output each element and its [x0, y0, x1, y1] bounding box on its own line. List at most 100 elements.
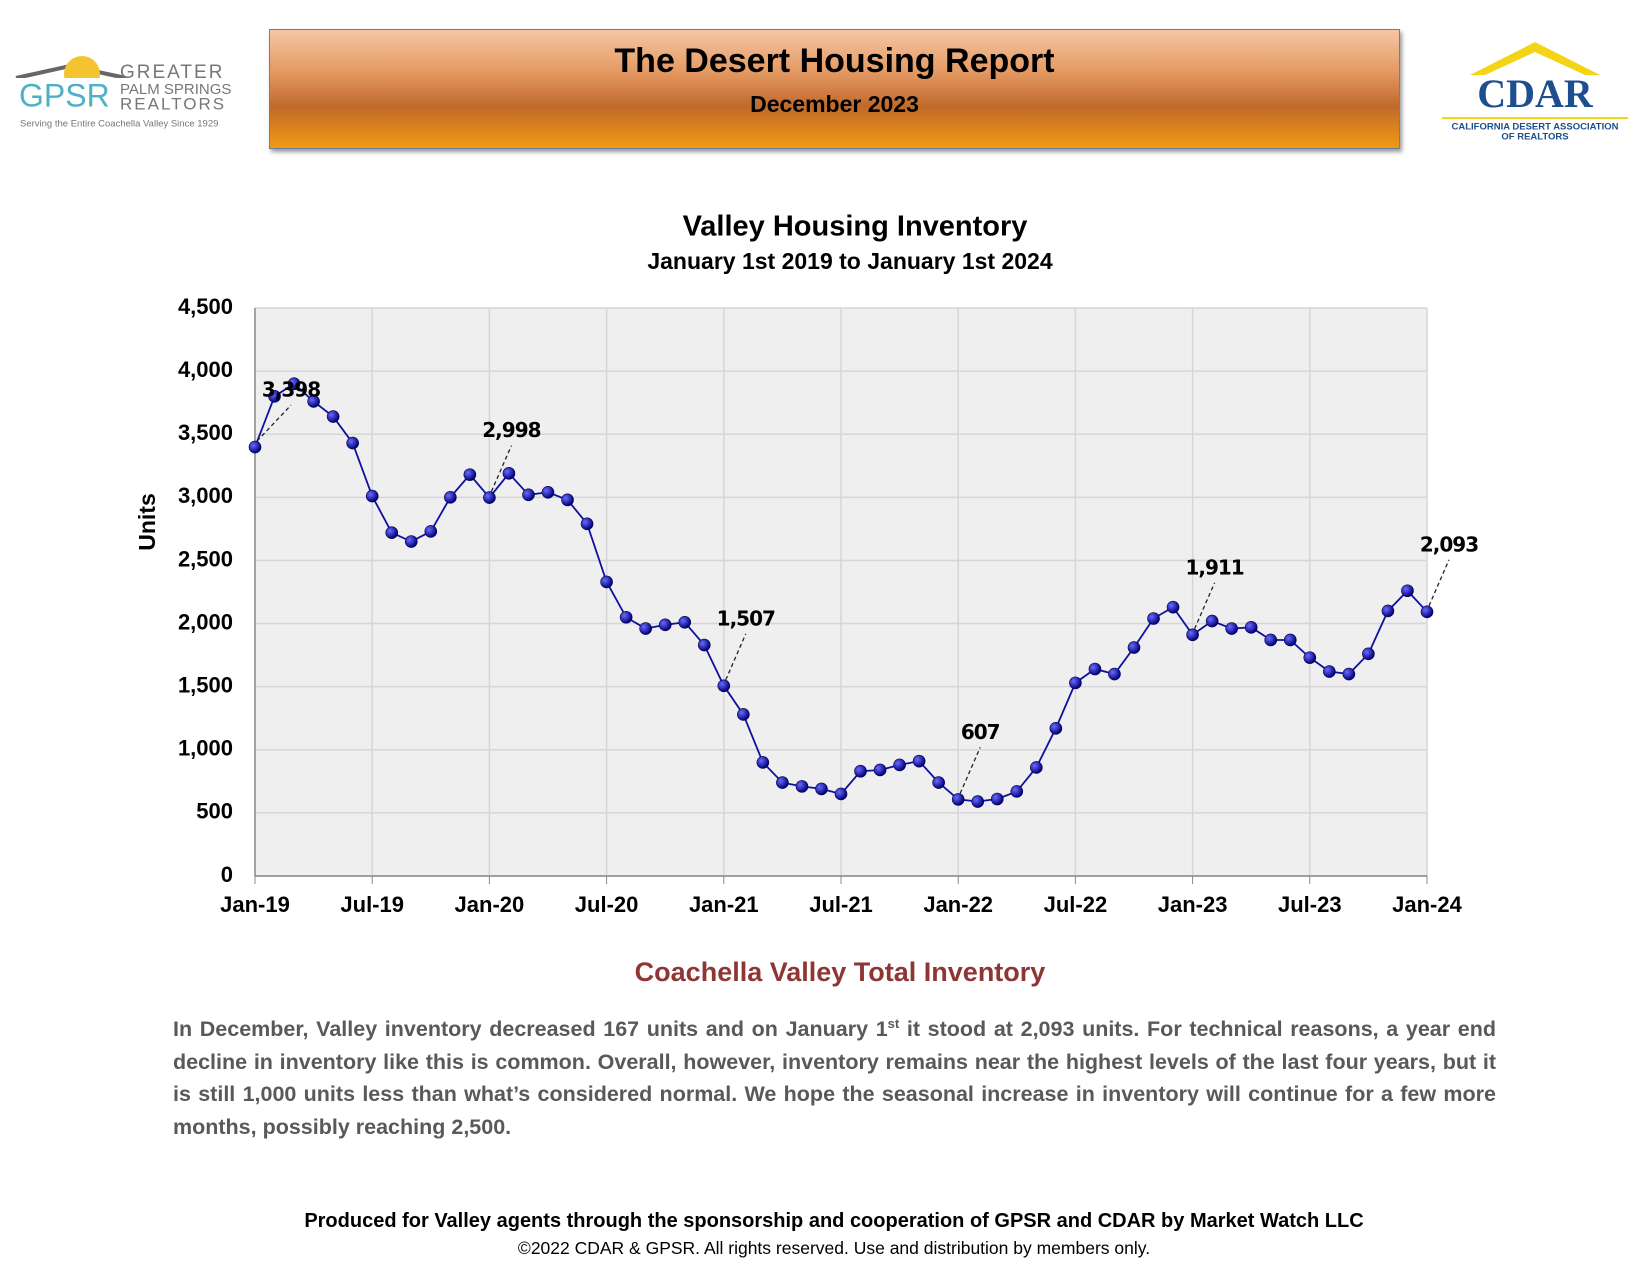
marker: [1420, 605, 1434, 619]
y-tick-label: 0: [221, 862, 233, 887]
label-leader: [1428, 559, 1450, 607]
chart-subtitle: January 1st 2019 to January 1st 2024: [647, 248, 1053, 274]
marker: [658, 618, 672, 632]
marker: [990, 792, 1004, 806]
y-tick-label: 1,000: [178, 736, 233, 761]
marker: [502, 467, 516, 480]
paragraph-text: In December, Valley inventory decreased …: [173, 1017, 888, 1042]
y-tick-label: 2,500: [178, 546, 233, 571]
data-label: 3,398: [262, 378, 320, 402]
marker: [639, 622, 652, 635]
marker: [1127, 641, 1141, 654]
marker: [756, 756, 770, 769]
marker: [1283, 633, 1297, 647]
logo-tagline: Serving the Entire Coachella Valley Sinc…: [20, 119, 218, 130]
paragraph-text: it stood at 2,093 units. For technical r…: [173, 1017, 1497, 1139]
marker: [1342, 667, 1356, 681]
logo-text: OF REALTORS: [1501, 132, 1568, 143]
data-label: 1,911: [1185, 555, 1243, 579]
marker: [776, 776, 789, 789]
cdar-logo: CDAR CALIFORNIA DESERT ASSOCIATION OF RE…: [1442, 42, 1628, 143]
y-tick-label: 4,500: [178, 294, 233, 319]
y-tick-label: 500: [196, 799, 233, 824]
marker: [365, 489, 379, 503]
marker: [1362, 647, 1375, 661]
x-tick-label: Jan-23: [1158, 892, 1228, 917]
data-label: 2,093: [1420, 532, 1478, 556]
marker: [1069, 676, 1082, 690]
logo-mark: GPSR: [19, 77, 110, 113]
marker: [248, 440, 262, 454]
x-tick-label: Jan-21: [689, 892, 759, 917]
marker: [1303, 651, 1317, 664]
marker: [1108, 667, 1121, 681]
marker: [1205, 614, 1219, 628]
marker: [619, 610, 633, 624]
marker: [815, 782, 828, 796]
footer-credit: Produced for Valley agents through the s…: [304, 1210, 1364, 1232]
data-label: 1,507: [717, 606, 775, 630]
logo-mark: CDAR: [1477, 71, 1594, 116]
superscript: st: [887, 1016, 900, 1031]
marker: [600, 575, 613, 589]
marker: [1010, 785, 1024, 798]
marker: [717, 679, 731, 693]
marker: [346, 436, 359, 450]
marker: [1030, 761, 1043, 774]
marker: [951, 793, 965, 806]
marker: [1401, 584, 1414, 598]
data-label: 607: [961, 720, 1000, 744]
label-leader: [959, 747, 981, 794]
paragraph: In December, Valley inventory decreased …: [173, 1008, 1496, 1143]
marker: [1244, 621, 1258, 634]
footer-copyright: ©2022 CDAR & GPSR. All rights reserved. …: [517, 1238, 1151, 1258]
x-tick-label: Jul-20: [575, 892, 639, 917]
report-header: The Desert Housing Report December 2023: [269, 29, 1400, 149]
logo-text: GREATER: [120, 62, 224, 83]
marker: [697, 638, 711, 652]
y-tick-label: 2,000: [178, 609, 233, 634]
marker: [287, 377, 301, 391]
logo-text: CALIFORNIA DESERT ASSOCIATION: [1452, 122, 1619, 133]
marker: [1381, 604, 1395, 618]
marker: [971, 795, 985, 808]
marker: [932, 776, 945, 789]
y-tick-label: 4,000: [178, 357, 233, 382]
marker: [1049, 722, 1063, 735]
marker: [1088, 662, 1102, 676]
label-leader: [256, 404, 292, 442]
marker: [268, 390, 281, 403]
marker: [424, 525, 438, 538]
chart-title: Valley Housing Inventory: [683, 211, 1028, 243]
label-leader: [1194, 582, 1216, 630]
x-tick-label: Jul-22: [1044, 892, 1108, 917]
marker: [307, 395, 320, 408]
y-tick-label: 3,500: [178, 420, 233, 445]
marker: [737, 708, 750, 721]
data-label: 2,998: [482, 418, 540, 442]
x-tick-label: Jan-20: [455, 892, 525, 917]
marker: [873, 763, 887, 777]
marker: [893, 758, 906, 772]
label-leader: [725, 633, 747, 681]
y-tick-label: 3,000: [178, 483, 233, 508]
marker: [795, 780, 809, 793]
marker: [1147, 612, 1160, 625]
marker: [483, 491, 496, 504]
y-tick-label: 1,500: [178, 672, 233, 697]
gpsr-logo: GPSR GREATER PALM SPRINGS REALTORS Servi…: [10, 56, 231, 130]
label-leader: [490, 445, 512, 492]
marker: [541, 485, 555, 499]
x-tick-label: Jul-21: [809, 892, 873, 917]
marker: [404, 535, 418, 548]
marker: [1186, 628, 1199, 642]
x-tick-label: Jan-22: [923, 892, 993, 917]
report-date: December 2023: [750, 91, 919, 117]
logo-text: PALM SPRINGS: [120, 81, 231, 98]
marker: [1225, 622, 1238, 635]
marker: [326, 410, 340, 423]
x-tick-label: Jul-19: [340, 892, 404, 917]
marker: [1264, 633, 1278, 647]
marker: [561, 493, 574, 507]
section-heading: Coachella Valley Total Inventory: [634, 957, 1046, 987]
